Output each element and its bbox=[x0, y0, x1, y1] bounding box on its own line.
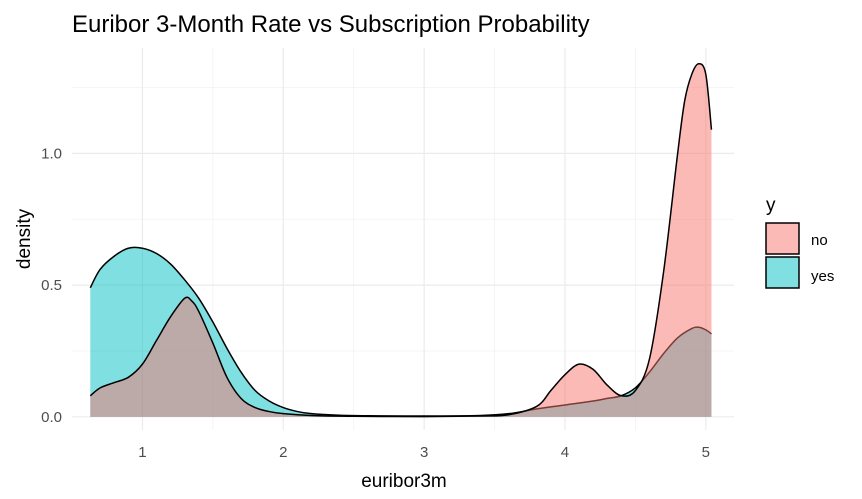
y-tick-label: 1.0 bbox=[41, 145, 62, 162]
legend-key-no bbox=[765, 222, 800, 255]
legend: y no yes bbox=[765, 195, 834, 289]
y-tick-label: 0.0 bbox=[41, 409, 62, 426]
x-tick-label: 5 bbox=[702, 444, 710, 461]
legend-label-yes: yes bbox=[811, 268, 834, 285]
y-tick-labels: 0.0 0.5 1.0 bbox=[41, 145, 62, 425]
legend-key-yes bbox=[765, 256, 800, 289]
legend-title: y bbox=[766, 195, 776, 216]
x-tick-label: 2 bbox=[279, 444, 287, 461]
y-tick-label: 0.5 bbox=[41, 277, 62, 294]
x-tick-label: 3 bbox=[420, 444, 428, 461]
density-line-no bbox=[89, 63, 713, 418]
chart-title: Euribor 3-Month Rate vs Subscription Pro… bbox=[72, 11, 590, 38]
density-area-no bbox=[90, 63, 712, 417]
density-areas bbox=[89, 63, 713, 418]
legend-label-no: no bbox=[811, 232, 828, 249]
x-tick-label: 1 bbox=[138, 444, 146, 461]
x-tick-labels: 1 2 3 4 5 bbox=[138, 444, 710, 461]
y-axis-title: density bbox=[14, 208, 35, 269]
x-tick-label: 4 bbox=[561, 444, 569, 461]
x-axis-title: euribor3m bbox=[361, 471, 447, 492]
